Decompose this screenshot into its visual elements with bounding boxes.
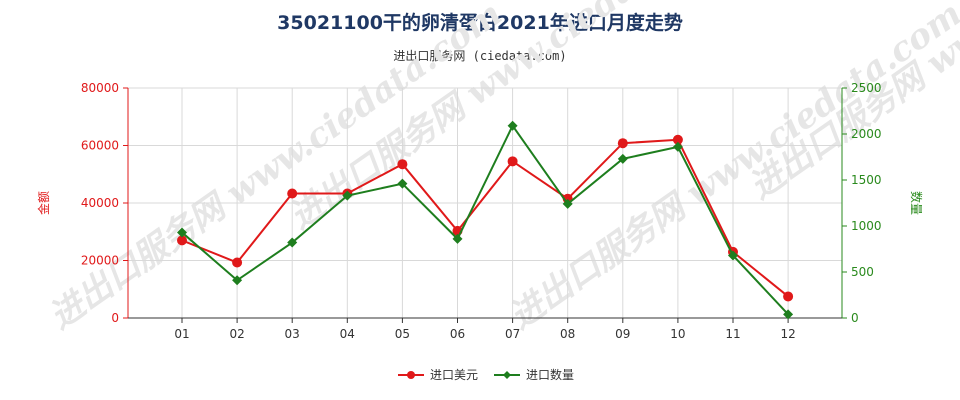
data-point-marker	[452, 233, 463, 244]
data-point-marker	[232, 275, 243, 286]
left-axis-tick-label: 60000	[81, 139, 119, 153]
legend: 进口美元 进口数量	[398, 367, 574, 382]
data-point-marker	[562, 198, 573, 209]
data-point-marker	[397, 159, 408, 170]
legend-swatch-marker	[503, 371, 511, 379]
data-point-marker	[232, 257, 243, 268]
x-axis-tick-label: 02	[229, 327, 244, 341]
x-axis-tick-label: 04	[340, 327, 355, 341]
series-line	[181, 123, 789, 316]
data-point-marker	[783, 309, 794, 320]
data-point-marker	[617, 153, 628, 164]
series-layer	[177, 120, 794, 320]
x-axis-tick-label: 08	[560, 327, 575, 341]
data-point-marker	[287, 188, 298, 199]
chart-subtitle: 进出口服务网 (ciedata.com)	[393, 49, 567, 63]
x-axis-tick-label: 11	[725, 327, 740, 341]
data-point-marker	[728, 250, 738, 261]
data-point-marker	[397, 178, 408, 189]
right-axis-title: 数量	[909, 191, 924, 215]
right-axis-tick-label: 2000	[851, 127, 882, 141]
data-point-marker	[672, 141, 683, 152]
x-axis-tick-label: 07	[505, 327, 520, 341]
chart-title: 35021100干的卵清蛋白2021年进口月度走势	[277, 12, 683, 34]
watermark-text: 进出口服务网 www.ciedata.com	[42, 0, 509, 337]
x-axis-tick-label: 10	[670, 327, 685, 341]
left-axis-tick-label: 80000	[81, 81, 119, 95]
legend-label: 进口美元	[430, 368, 478, 382]
x-axis-tick-label: 01	[174, 327, 189, 341]
right-axis-tick-label: 1500	[851, 173, 882, 187]
series-line	[181, 138, 789, 298]
right-axis-tick-label: 1000	[851, 219, 882, 233]
legend-label: 进口数量	[526, 367, 574, 382]
data-point-marker	[507, 156, 518, 167]
data-point-marker	[783, 291, 794, 302]
left-axis-tick-label: 40000	[81, 196, 119, 210]
x-axis-tick-label: 03	[285, 327, 300, 341]
legend-swatch-marker	[407, 371, 415, 379]
left-axis-title: 金额	[36, 191, 51, 215]
x-axis-tick-label: 09	[615, 327, 630, 341]
x-axis-tick-label: 12	[780, 327, 795, 341]
data-point-marker	[177, 227, 187, 238]
data-point-marker	[342, 190, 353, 201]
right-axis-tick-label: 500	[851, 265, 874, 279]
data-point-marker	[287, 237, 298, 248]
left-axis-tick-label: 0	[111, 311, 119, 325]
grid-lines	[128, 87, 842, 319]
axes: 0 20000 40000 60000 80000 0 500 1000 1500 2000 250…	[36, 81, 924, 341]
left-axis-tick-label: 20000	[81, 254, 119, 268]
series-quantity	[177, 120, 794, 320]
data-point-marker	[177, 235, 187, 246]
data-point-marker	[617, 138, 628, 149]
right-axis-tick-label: 2500	[851, 81, 882, 95]
data-point-marker	[507, 120, 518, 131]
x-axis-tick-label: 05	[395, 327, 410, 341]
right-axis-tick-label: 0	[851, 311, 859, 325]
x-axis-tick-label: 06	[450, 327, 465, 341]
data-point-marker	[672, 134, 683, 145]
